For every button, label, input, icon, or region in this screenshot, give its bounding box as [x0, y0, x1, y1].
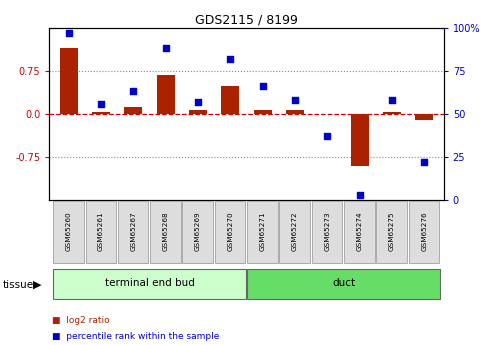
Text: ■  log2 ratio: ■ log2 ratio — [52, 316, 109, 325]
Bar — [351, 114, 369, 166]
Bar — [60, 48, 77, 114]
Text: GSM65273: GSM65273 — [324, 211, 330, 250]
FancyBboxPatch shape — [247, 269, 440, 298]
Text: GSM65260: GSM65260 — [66, 211, 71, 250]
Bar — [383, 111, 401, 114]
Point — [194, 99, 202, 105]
Bar — [416, 114, 433, 120]
Point — [421, 159, 428, 165]
FancyBboxPatch shape — [344, 201, 375, 263]
Text: GSM65272: GSM65272 — [292, 211, 298, 250]
FancyBboxPatch shape — [280, 201, 310, 263]
Point — [97, 101, 105, 106]
FancyBboxPatch shape — [377, 201, 407, 263]
Text: GSM65268: GSM65268 — [163, 211, 169, 250]
Text: ▶: ▶ — [33, 280, 42, 289]
FancyBboxPatch shape — [312, 201, 342, 263]
FancyBboxPatch shape — [215, 201, 245, 263]
Bar — [318, 114, 336, 115]
Text: GSM65269: GSM65269 — [195, 211, 201, 250]
Bar — [254, 110, 272, 114]
Text: GSM65271: GSM65271 — [260, 211, 266, 250]
Point — [356, 192, 364, 198]
Text: GSM65261: GSM65261 — [98, 211, 104, 250]
FancyBboxPatch shape — [85, 201, 116, 263]
FancyBboxPatch shape — [247, 201, 278, 263]
Bar — [124, 107, 142, 114]
FancyBboxPatch shape — [53, 201, 84, 263]
Text: GSM65270: GSM65270 — [227, 211, 233, 250]
Bar — [92, 111, 110, 114]
Text: ■  percentile rank within the sample: ■ percentile rank within the sample — [52, 332, 219, 341]
Title: GDS2115 / 8199: GDS2115 / 8199 — [195, 13, 298, 27]
Text: terminal end bud: terminal end bud — [105, 278, 194, 288]
Point — [226, 56, 234, 61]
Point — [129, 89, 137, 94]
Text: GSM65275: GSM65275 — [389, 211, 395, 250]
Text: GSM65276: GSM65276 — [422, 211, 427, 250]
Point — [291, 97, 299, 103]
Bar — [157, 75, 175, 114]
FancyBboxPatch shape — [409, 201, 439, 263]
FancyBboxPatch shape — [150, 201, 180, 263]
Text: GSM65274: GSM65274 — [356, 211, 363, 250]
Bar — [286, 110, 304, 114]
Text: duct: duct — [332, 278, 355, 288]
Bar — [221, 86, 239, 114]
Text: tissue: tissue — [2, 280, 34, 289]
Point — [162, 46, 170, 51]
FancyBboxPatch shape — [53, 269, 246, 298]
FancyBboxPatch shape — [118, 201, 148, 263]
Text: GSM65267: GSM65267 — [130, 211, 137, 250]
FancyBboxPatch shape — [182, 201, 213, 263]
Point — [259, 83, 267, 89]
Bar — [189, 110, 207, 114]
Point — [388, 97, 396, 103]
Point — [323, 134, 331, 139]
Point — [65, 30, 72, 36]
